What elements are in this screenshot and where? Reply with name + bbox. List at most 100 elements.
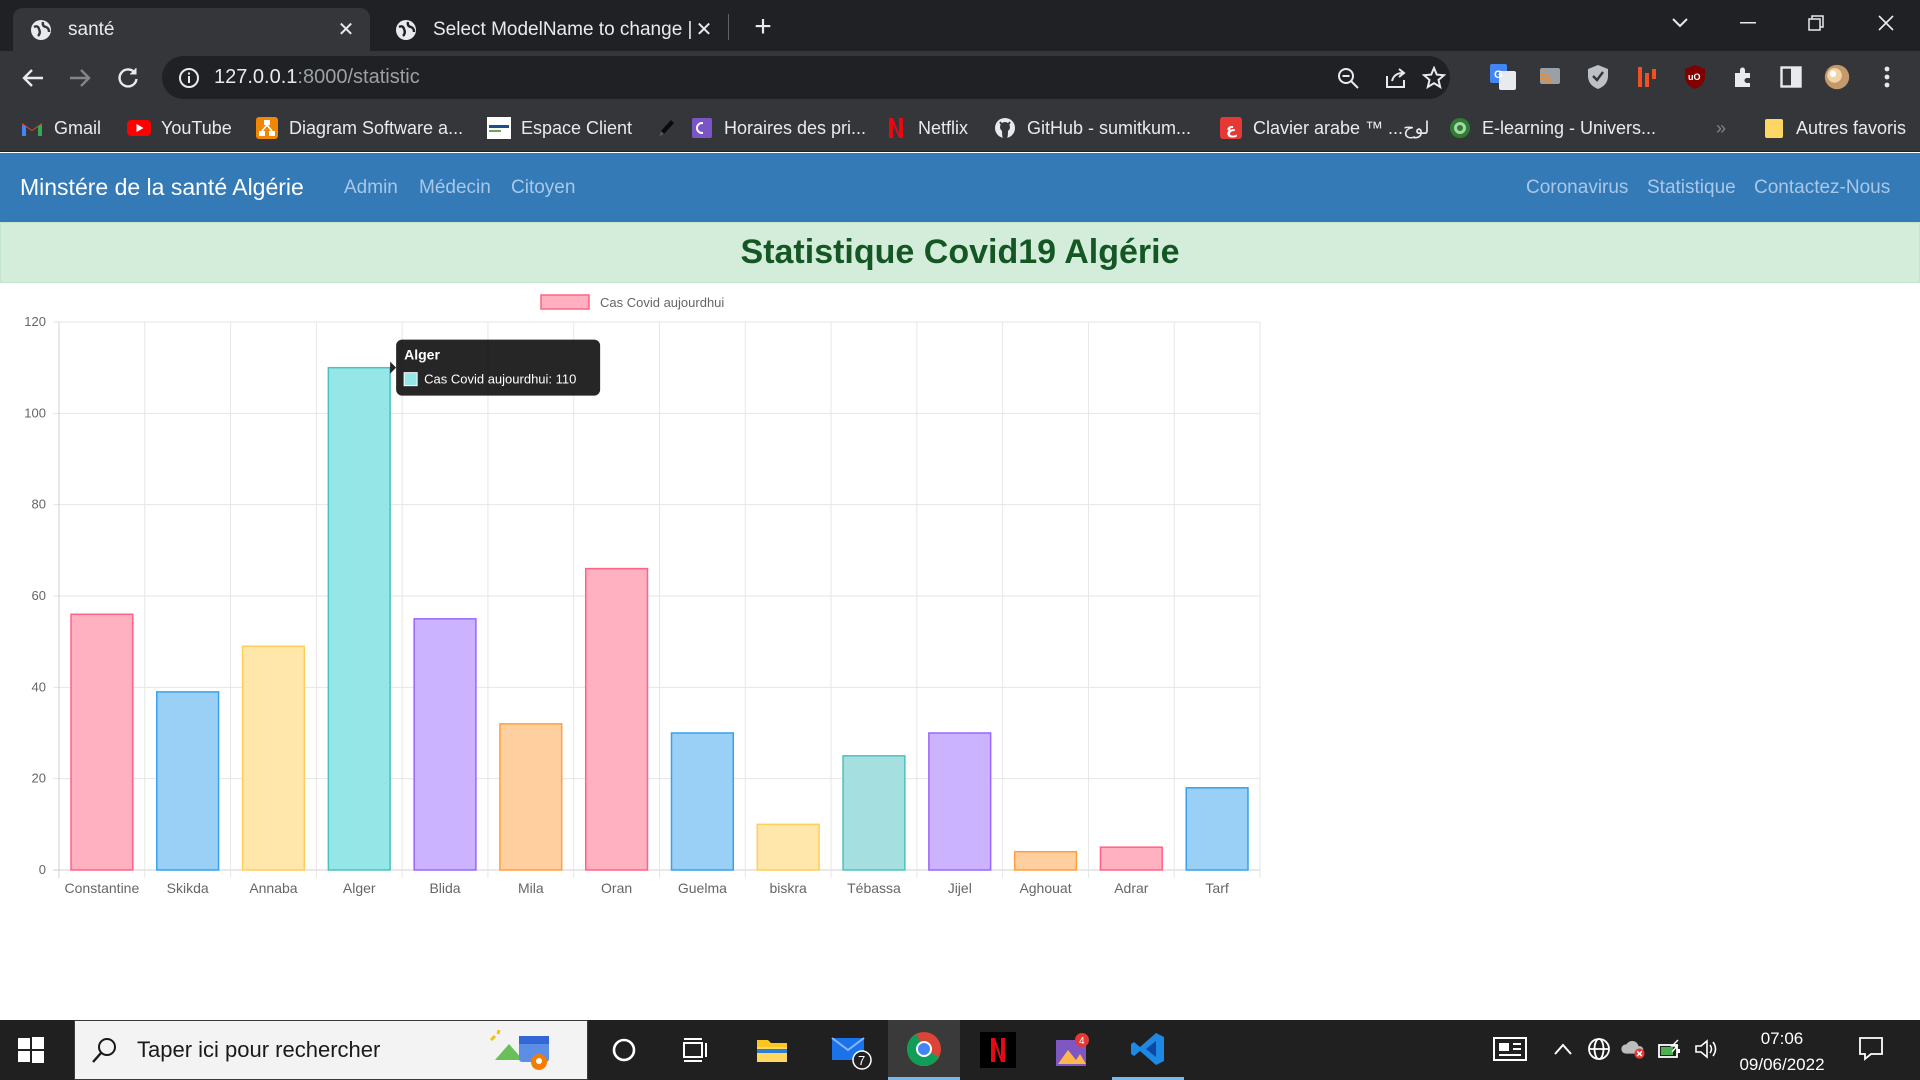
bookmark-horaires[interactable]: Horaires des pri... [690,113,866,143]
share-icon[interactable] [1384,66,1408,90]
google-translate-icon[interactable]: G [1490,64,1516,90]
bar-blida[interactable] [413,618,477,871]
browser-menu-icon[interactable] [1874,64,1900,90]
profile-avatar[interactable] [1824,64,1850,90]
covid-bar-chart: 0 20 40 60 80 100 120 Constantine Skikda Annaba Al… [0,283,1270,928]
bar-mila[interactable] [499,723,563,871]
bar-alger[interactable] [327,366,391,871]
restore-icon[interactable] [1796,6,1836,40]
diagram-icon [255,117,279,139]
notifications-icon[interactable] [1858,1035,1884,1061]
cast-icon[interactable] [1537,64,1563,90]
netflix-app-icon[interactable] [962,1020,1034,1080]
bar-adrar[interactable] [1099,846,1163,871]
tooltip-swatch [403,372,418,387]
nav-link-coronavirus[interactable]: Coronavirus [1526,177,1629,198]
clock-date: 09/06/2022 [1739,1055,1825,1074]
vscode-icon[interactable] [1112,1020,1184,1080]
horaires-icon [690,117,714,139]
svg-text:G: G [1494,69,1503,81]
tab-search-icon[interactable] [1660,6,1700,40]
mail-icon[interactable]: 7 [816,1020,888,1080]
volume-icon[interactable] [1694,1036,1720,1062]
close-window-icon[interactable] [1866,6,1906,40]
search-placeholder: Taper ici pour rechercher [137,1037,381,1062]
search-icon [91,1036,119,1064]
bar-aghouat[interactable] [1013,850,1078,871]
bar-constantine[interactable] [70,613,134,871]
chevron-up-icon[interactable] [1550,1036,1576,1062]
image-app-icon[interactable]: 4 [1036,1020,1108,1080]
y-tick-label: 100 [24,405,46,420]
taskbar-clock[interactable]: 07:06 09/06/2022 [1732,1026,1832,1078]
battery-icon[interactable] [1658,1036,1684,1062]
bookmark-star-icon[interactable] [1421,65,1447,90]
bookmark-youtube[interactable]: YouTube [127,113,232,143]
tooltip-title: Alger [404,347,440,363]
side-panel-icon[interactable] [1778,64,1804,90]
bookmark-github[interactable]: GitHub - sumitkum... [993,113,1191,143]
reload-icon[interactable] [110,60,146,96]
bar-biskra[interactable] [756,823,820,871]
onedrive-icon[interactable] [1620,1036,1646,1062]
bookmark-diagram-software[interactable]: Diagram Software a... [255,113,463,143]
forward-icon[interactable] [62,60,98,96]
site-brand[interactable]: Minstére de la santé Algérie [20,174,304,200]
task-view-icon[interactable] [660,1020,732,1080]
close-icon[interactable]: ✕ [695,19,713,41]
close-icon[interactable]: ✕ [337,19,355,41]
bookmarks-bar: Gmail YouTube Diagram Software a... Espa… [0,104,1920,152]
globe-icon [30,19,52,41]
x-tick-label: Annaba [249,880,297,896]
taskbar-search-box[interactable]: Taper ici pour rechercher [74,1020,588,1080]
nav-link-medecin[interactable]: Médecin [419,177,491,198]
windows-start-icon[interactable] [18,1037,44,1063]
info-icon[interactable] [178,67,200,89]
bar-skikda[interactable] [156,691,220,871]
x-tick-label: Aghouat [1019,880,1071,896]
bar-guelma[interactable] [670,732,735,871]
bookmark-gmail[interactable]: Gmail [20,113,101,143]
chrome-icon[interactable] [888,1020,960,1080]
new-tab-icon[interactable]: + [754,10,772,43]
chart-legend[interactable]: Cas Covid aujourdhui [540,294,724,310]
bar-annaba[interactable] [241,645,306,871]
cortana-icon[interactable] [588,1020,660,1080]
ublock-icon[interactable]: uO [1682,64,1708,90]
y-tick-label: 60 [32,588,46,603]
shield-icon[interactable] [1585,64,1611,90]
extensions-puzzle-icon[interactable] [1730,64,1756,90]
clock-time: 07:06 [1760,1029,1804,1048]
svg-text:ع: ع [1226,121,1237,138]
mail-badge: 7 [858,1053,865,1068]
bookmark-elearning[interactable]: E-learning - Univers... [1448,113,1656,143]
x-tick-label: Mila [518,880,544,896]
nav-link-citoyen[interactable]: Citoyen [511,177,576,198]
other-bookmarks-folder[interactable]: Autres favoris [1762,113,1906,143]
nav-link-contactez-nous[interactable]: Contactez-Nous [1754,177,1891,198]
news-widget-icon[interactable] [1492,1036,1528,1062]
metrics-extension-icon[interactable] [1634,64,1660,90]
url-text: 127.0.0.1:8000/statistic [214,66,420,88]
bar-tarf[interactable] [1185,787,1249,871]
tab-sante[interactable]: santé ✕ [13,8,370,51]
back-icon[interactable] [15,60,51,96]
tab-select-modelname[interactable]: Select ModelName to change | D ✕ [378,8,728,51]
bookmark-clavier-arabe[interactable]: ع Clavier arabe ™ ...لوح [1219,113,1429,143]
nav-link-admin[interactable]: Admin [344,177,398,198]
bar-jijel[interactable] [928,732,992,871]
language-globe-icon[interactable] [1586,1036,1612,1062]
x-tick-label: biskra [769,880,807,896]
bar-t-bassa[interactable] [842,755,906,871]
address-bar[interactable]: 127.0.0.1:8000/statistic [162,56,1450,99]
bar-oran[interactable] [584,567,649,871]
minimize-icon[interactable] [1728,6,1768,40]
file-explorer-icon[interactable] [736,1020,808,1080]
bookmarks-overflow-icon[interactable]: » [1716,117,1727,138]
bookmark-espace-client[interactable]: Espace Client [487,113,632,143]
chart-tooltip: Alger Cas Covid aujourdhui: 110 [390,339,601,396]
nav-link-statistique[interactable]: Statistique [1647,177,1736,198]
bookmark-netflix[interactable]: Netflix [884,113,968,143]
zoom-out-icon[interactable] [1336,66,1360,90]
bookmark-pen[interactable] [654,113,688,143]
